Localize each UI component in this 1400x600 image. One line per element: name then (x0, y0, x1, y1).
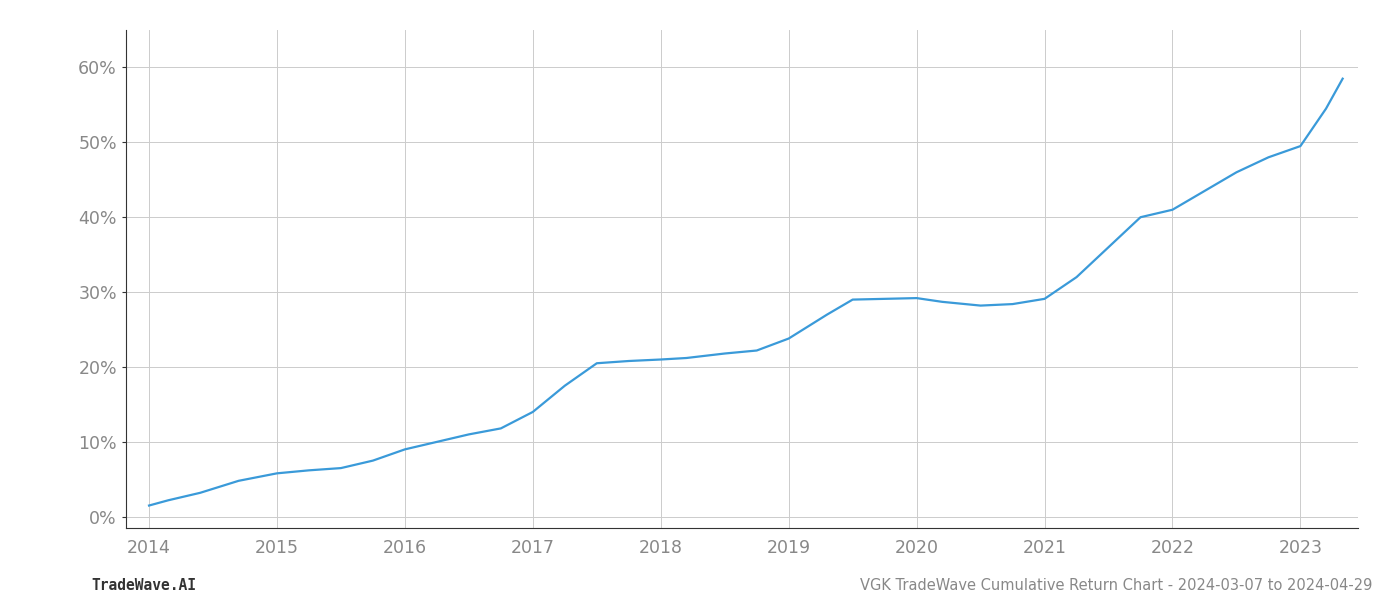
Text: VGK TradeWave Cumulative Return Chart - 2024-03-07 to 2024-04-29: VGK TradeWave Cumulative Return Chart - … (860, 578, 1372, 593)
Text: TradeWave.AI: TradeWave.AI (91, 578, 196, 593)
